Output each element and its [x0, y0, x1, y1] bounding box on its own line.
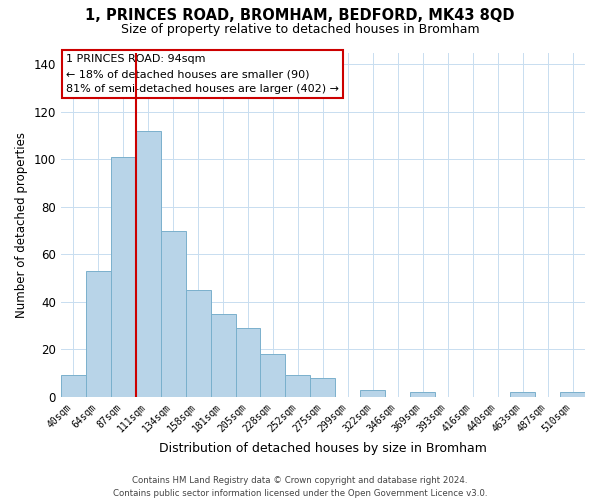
Text: Size of property relative to detached houses in Bromham: Size of property relative to detached ho… — [121, 22, 479, 36]
Y-axis label: Number of detached properties: Number of detached properties — [15, 132, 28, 318]
Bar — [211, 314, 236, 397]
Text: 1 PRINCES ROAD: 94sqm
← 18% of detached houses are smaller (90)
81% of semi-deta: 1 PRINCES ROAD: 94sqm ← 18% of detached … — [66, 54, 339, 94]
Bar — [286, 376, 310, 397]
Bar — [361, 390, 385, 397]
Bar — [61, 376, 86, 397]
Text: Contains HM Land Registry data © Crown copyright and database right 2024.
Contai: Contains HM Land Registry data © Crown c… — [113, 476, 487, 498]
Bar — [560, 392, 585, 397]
Bar — [161, 230, 185, 397]
Bar — [185, 290, 211, 397]
Bar — [236, 328, 260, 397]
Bar — [136, 131, 161, 397]
Bar — [111, 157, 136, 397]
Bar — [86, 271, 111, 397]
Bar — [410, 392, 435, 397]
X-axis label: Distribution of detached houses by size in Bromham: Distribution of detached houses by size … — [159, 442, 487, 455]
Bar — [510, 392, 535, 397]
Bar — [260, 354, 286, 397]
Text: 1, PRINCES ROAD, BROMHAM, BEDFORD, MK43 8QD: 1, PRINCES ROAD, BROMHAM, BEDFORD, MK43 … — [85, 8, 515, 22]
Bar — [310, 378, 335, 397]
